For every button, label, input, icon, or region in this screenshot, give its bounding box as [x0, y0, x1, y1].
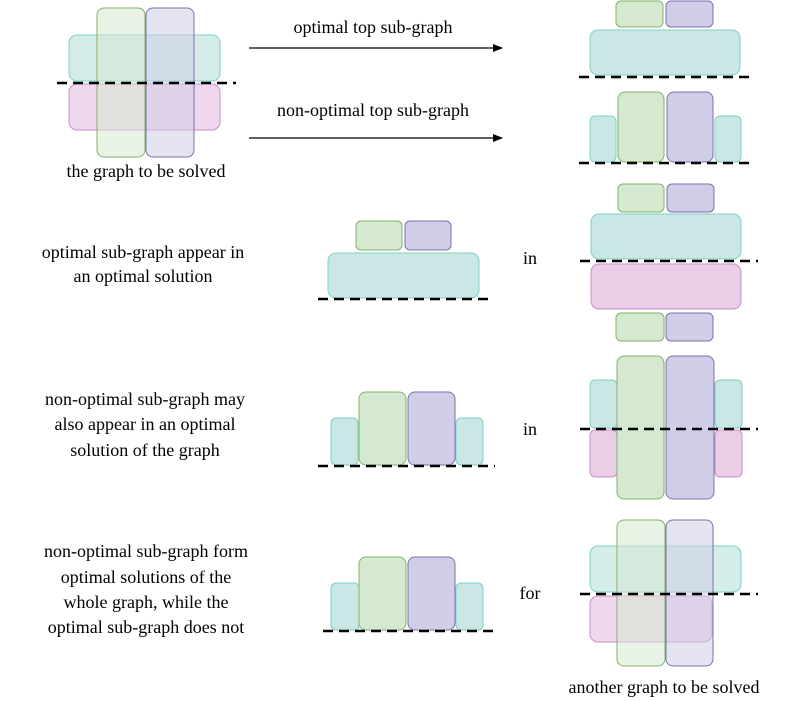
purple-block	[407, 556, 456, 631]
row4-line1: non-optimal sub-graph form	[44, 541, 248, 561]
cyan-block-left	[589, 115, 617, 163]
pink-block-right	[714, 429, 743, 478]
row-nonoptimal-may-appear: non-optimal sub-graph may also appear in…	[45, 355, 758, 500]
row3-line1: non-optimal sub-graph may	[45, 389, 245, 409]
optimal-top-arrow-group: optimal top sub-graph	[249, 17, 503, 52]
cyan-block-right	[714, 115, 742, 163]
green-block-top	[617, 183, 665, 213]
purple-block	[665, 0, 714, 28]
cyan-block-left	[330, 417, 359, 466]
graph-to-be-solved-label: the graph to be solved	[67, 161, 226, 181]
green-block	[358, 556, 407, 631]
green-block	[617, 91, 665, 163]
for-label: for	[520, 583, 541, 603]
optimal-top-label: optimal top sub-graph	[294, 17, 453, 37]
pink-block-left	[589, 429, 618, 478]
purple-block-top	[666, 183, 715, 213]
cyan-block-left	[330, 582, 360, 631]
in-label-1: in	[523, 248, 537, 268]
green-block	[616, 519, 666, 667]
green-block	[616, 355, 665, 500]
purple-block	[407, 391, 456, 466]
purple-block	[665, 355, 715, 500]
green-block	[355, 220, 403, 251]
graph-to-be-solved: the graph to be solved	[57, 7, 236, 181]
row4-line4: optimal sub-graph does not	[48, 617, 244, 637]
in-label-2: in	[523, 419, 537, 439]
nonoptimal-top-label: non-optimal top sub-graph	[277, 100, 469, 120]
nonoptimal-top-arrow-group: non-optimal top sub-graph	[249, 100, 503, 142]
optimal-top-subgraph	[579, 0, 753, 79]
row2-line1: optimal sub-graph appear in	[42, 242, 244, 262]
row4-line3: whole graph, while the	[64, 592, 229, 612]
another-graph-label: another graph to be solved	[569, 677, 760, 697]
green-block	[358, 391, 407, 466]
row-optimal-subgraph: optimal sub-graph appear in an optimal s…	[42, 183, 758, 342]
cyan-block-right	[714, 379, 743, 429]
cyan-block	[590, 213, 742, 260]
purple-block	[665, 519, 714, 667]
pink-block	[590, 263, 742, 310]
nonoptimal-top-subgraph	[579, 91, 753, 165]
cyan-block-right	[455, 417, 484, 466]
cyan-block-left	[589, 379, 618, 429]
green-block-bottom	[615, 312, 665, 342]
purple-block-bottom	[665, 312, 714, 342]
row2-line2: an optimal solution	[74, 266, 213, 286]
row3-line3: solution of the graph	[70, 440, 219, 460]
purple-block	[666, 91, 714, 163]
green-block	[615, 0, 664, 28]
row-nonoptimal-form-optimal: non-optimal sub-graph form optimal solut…	[44, 519, 760, 697]
purple-block	[404, 220, 452, 251]
cyan-block-right	[455, 582, 484, 631]
cyan-block	[589, 29, 741, 76]
row4-line2: optimal solutions of the	[61, 567, 232, 587]
cyan-block	[327, 252, 480, 299]
row3-line2: also appear in an optimal	[55, 414, 236, 434]
